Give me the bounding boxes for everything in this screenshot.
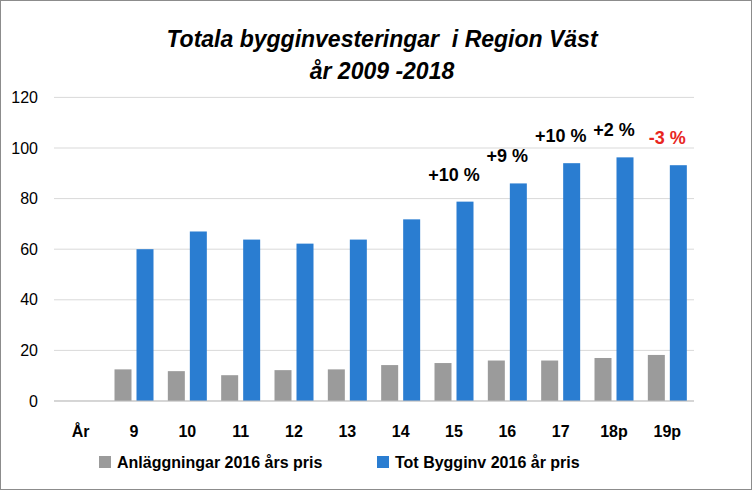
bar bbox=[670, 165, 687, 401]
bar bbox=[115, 369, 132, 401]
x-tick-label: År bbox=[72, 422, 90, 440]
grid-line bbox=[54, 401, 694, 402]
bar bbox=[488, 361, 505, 401]
bar bbox=[350, 240, 367, 401]
bar bbox=[457, 202, 474, 401]
x-tick-label: 13 bbox=[338, 423, 356, 440]
bar bbox=[648, 355, 665, 401]
x-tick-label: 17 bbox=[552, 423, 570, 440]
y-tick-label: 0 bbox=[29, 393, 38, 410]
bar bbox=[297, 244, 314, 401]
x-tick-label: 10 bbox=[178, 423, 196, 440]
x-tick-label: 15 bbox=[445, 423, 463, 440]
y-tick-label: 80 bbox=[20, 190, 38, 207]
bar bbox=[243, 240, 260, 401]
bar bbox=[563, 163, 580, 401]
grid-line bbox=[54, 97, 694, 98]
bar bbox=[275, 370, 292, 401]
y-tick-label: 100 bbox=[11, 140, 38, 157]
chart: Totala bygginvesteringar i Region Väst år… bbox=[0, 0, 752, 490]
bar bbox=[221, 375, 238, 401]
x-tick-label: 14 bbox=[392, 423, 410, 440]
y-tick-label: 40 bbox=[20, 291, 38, 308]
grid-line bbox=[54, 148, 694, 149]
x-axis-line bbox=[54, 401, 694, 402]
legend-label: Anläggningar 2016 års pris bbox=[117, 454, 323, 471]
annotation: +10 % bbox=[535, 126, 587, 146]
x-tick-label: 11 bbox=[232, 423, 249, 440]
x-tick-label: 9 bbox=[130, 423, 139, 440]
annotation: +10 % bbox=[428, 165, 480, 185]
x-tick-label: 19p bbox=[654, 423, 682, 440]
bar bbox=[137, 249, 154, 401]
chart-border bbox=[1, 1, 752, 490]
bar bbox=[381, 365, 398, 401]
legend-swatch bbox=[377, 456, 389, 468]
bar bbox=[617, 157, 634, 401]
title: Totala bygginvesteringar i Region Väst bbox=[166, 26, 598, 52]
x-tick-label: 18p bbox=[600, 423, 628, 440]
bar bbox=[190, 231, 207, 401]
legend-label: Tot Bygginv 2016 år pris bbox=[395, 454, 580, 471]
bars bbox=[115, 157, 687, 401]
annotation: -3 % bbox=[649, 128, 686, 148]
legend-swatch bbox=[99, 456, 111, 468]
bar bbox=[168, 371, 185, 401]
subtitle: år 2009 -2018 bbox=[310, 58, 455, 84]
bar bbox=[510, 183, 527, 401]
bar bbox=[403, 219, 420, 401]
y-tick-label: 120 bbox=[11, 89, 38, 106]
bar bbox=[328, 369, 345, 401]
y-tick-label: 20 bbox=[20, 342, 38, 359]
bar bbox=[435, 363, 452, 401]
x-tick-label: 16 bbox=[498, 423, 516, 440]
annotation: +9 % bbox=[487, 146, 529, 166]
x-tick-label: 12 bbox=[285, 423, 303, 440]
grid-line bbox=[54, 198, 694, 199]
y-tick-label: 60 bbox=[20, 241, 38, 258]
bar bbox=[541, 361, 558, 401]
annotation: +2 % bbox=[593, 120, 635, 140]
bar bbox=[595, 358, 612, 401]
